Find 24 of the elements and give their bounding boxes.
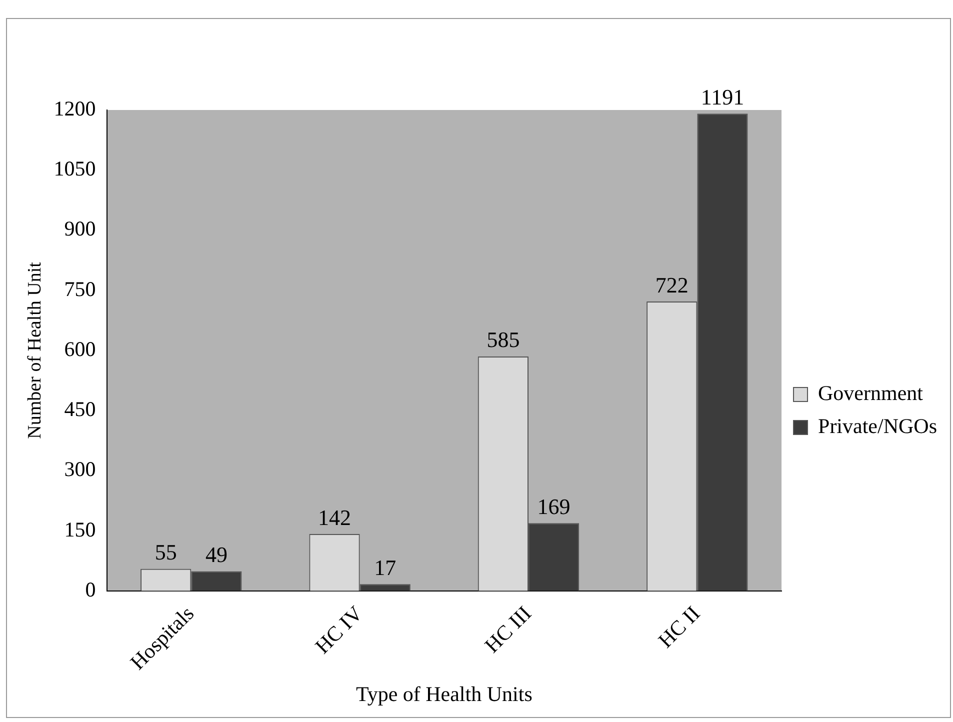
y-tick-label: 1200: [54, 96, 96, 121]
y-tick-label: 900: [64, 216, 96, 241]
y-axis-title: Number of Health Unit: [24, 261, 46, 439]
data-label: 49: [205, 542, 228, 568]
y-tick-label: 300: [64, 457, 96, 482]
y-tick-label: 1050: [54, 156, 96, 181]
y-tick-label: 750: [64, 276, 96, 301]
data-label: 169: [537, 494, 570, 519]
data-label: 55: [154, 540, 177, 565]
y-tick-label: 450: [64, 397, 96, 422]
y-tick-label: 150: [64, 517, 96, 542]
legend-label: Private/NGOs: [818, 414, 938, 438]
legend-label: Government: [818, 381, 924, 406]
y-tick-label: 600: [64, 336, 96, 361]
data-label: 17: [374, 554, 396, 580]
data-label: 585: [486, 327, 520, 352]
x-tick-label: HC III: [480, 601, 536, 658]
y-tick-label: 0: [85, 577, 96, 602]
x-tick-label: HC IV: [310, 601, 368, 658]
data-label: 722: [655, 272, 688, 298]
data-label: 1191: [700, 84, 744, 110]
x-axis-title: Type of Health Units: [356, 682, 532, 706]
x-tick-label: HC II: [653, 601, 705, 652]
data-label: 142: [318, 504, 352, 530]
